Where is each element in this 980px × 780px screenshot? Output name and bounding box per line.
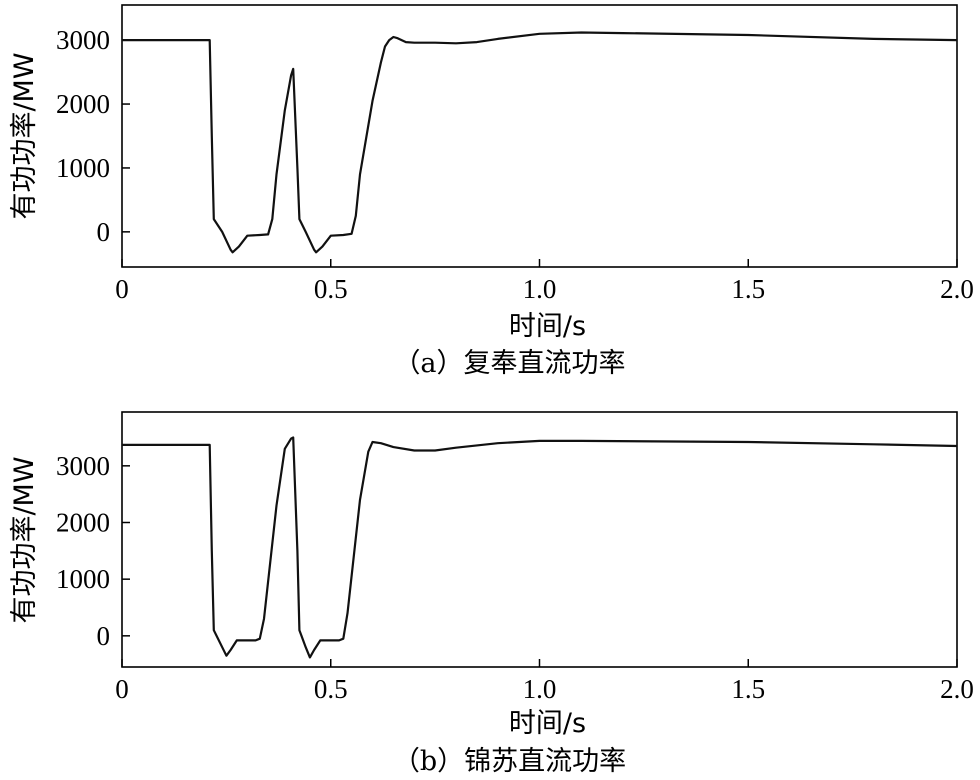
x-tick-label-a: 0 <box>115 274 129 304</box>
x-tick-label-b: 0.5 <box>314 674 348 704</box>
x-tick-label-b: 1.0 <box>523 674 557 704</box>
x-axis-label-b: 时间/s <box>509 708 586 739</box>
x-tick-label-b: 1.5 <box>731 674 765 704</box>
y-axis-label-a: 有功功率/MW <box>9 52 40 219</box>
x-tick-label-a: 0.5 <box>314 274 348 304</box>
y-tick-label-b: 1000 <box>56 564 110 594</box>
x-tick-label-b: 2.0 <box>940 674 974 704</box>
y-tick-label-a: 3000 <box>56 25 110 55</box>
y-tick-label-a: 0 <box>97 217 111 247</box>
x-tick-label-a: 1.5 <box>731 274 765 304</box>
power-line-a <box>122 31 958 254</box>
plot-frame-a <box>121 4 958 268</box>
caption-a: （a）复奉直流功率 <box>393 348 625 379</box>
plot-frame-b <box>121 411 958 668</box>
y-tick-label-b: 2000 <box>56 508 110 538</box>
y-tick-label-b: 0 <box>97 621 111 651</box>
power-line-b <box>122 436 958 659</box>
x-tick-label-a: 1.0 <box>523 274 557 304</box>
x-axis-label-a: 时间/s <box>509 311 586 342</box>
caption-b: （b）锦苏直流功率 <box>393 746 626 777</box>
y-axis-label-b: 有功功率/MW <box>9 456 40 623</box>
y-tick-label-a: 2000 <box>56 89 110 119</box>
y-tick-label-b: 3000 <box>56 451 110 481</box>
y-tick-label-a: 1000 <box>56 153 110 183</box>
x-tick-label-a: 2.0 <box>940 274 974 304</box>
x-tick-label-b: 0 <box>115 674 129 704</box>
